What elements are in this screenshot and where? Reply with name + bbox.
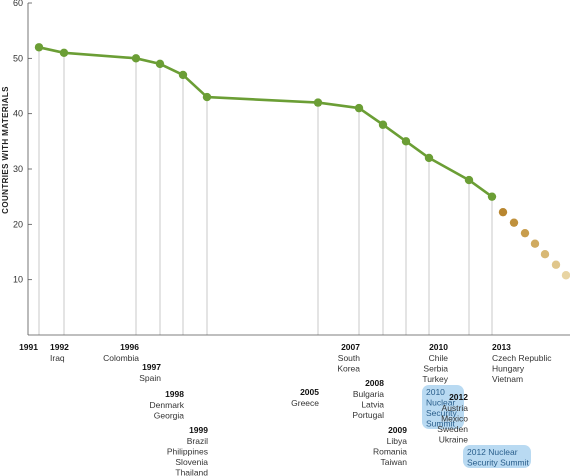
country-label: Vietnam	[492, 374, 523, 384]
summit-box	[422, 385, 464, 429]
data-point	[424, 153, 434, 163]
projection-point	[540, 250, 550, 259]
year-label: 2013	[492, 342, 511, 352]
country-label: Georgia	[154, 411, 185, 421]
country-label: Denmark	[150, 400, 185, 410]
country-label: Mexico	[441, 414, 468, 424]
y-tick-label: 40	[13, 109, 23, 119]
projection-point	[551, 260, 561, 269]
data-point	[313, 98, 323, 107]
projection-point	[498, 207, 508, 217]
year-label: 2007	[341, 342, 360, 352]
country-label: Libya	[387, 436, 408, 446]
year-label: 1992	[50, 342, 69, 352]
country-label: Iraq	[50, 353, 65, 363]
year-label: 1997	[142, 362, 161, 372]
country-label: Chile	[429, 353, 449, 363]
projection-point	[561, 271, 570, 280]
projection-point	[509, 218, 519, 227]
summit-label: Security	[426, 408, 457, 418]
year-label: 2005	[300, 387, 319, 397]
year-label: 2009	[388, 425, 407, 435]
country-label: Colombia	[103, 353, 139, 363]
country-label: Ukraine	[439, 435, 469, 445]
year-label: 2008	[365, 378, 384, 388]
data-point	[354, 103, 364, 113]
country-label: Serbia	[423, 364, 448, 374]
year-label: 1996	[120, 342, 139, 352]
data-point	[202, 92, 212, 102]
summit-label: Summit	[426, 419, 455, 429]
summit-label: 2012 Nuclear	[467, 447, 518, 457]
summit-label: Nuclear	[426, 398, 455, 408]
year-label: 1999	[189, 425, 208, 435]
summit-box	[463, 445, 531, 468]
year-label: 2010	[429, 342, 448, 352]
data-point	[131, 54, 141, 63]
data-point	[401, 137, 411, 146]
data-point	[59, 48, 69, 57]
y-tick-label: 60	[13, 0, 23, 8]
country-label: Spain	[139, 373, 161, 383]
year-label: 1998	[165, 389, 184, 399]
year-label: 1991	[19, 342, 38, 352]
data-point	[155, 59, 165, 69]
country-label: Romania	[373, 447, 407, 457]
country-label: Austria	[442, 403, 469, 413]
y-axis-label: COUNTRIES WITH MATERIALS	[1, 86, 10, 214]
data-point	[464, 175, 474, 185]
data-point	[178, 70, 188, 80]
country-label: Greece	[291, 398, 319, 408]
summit-label: 2010	[426, 387, 445, 397]
country-label: Bulgaria	[353, 389, 384, 399]
country-label: Czech Republic	[492, 353, 552, 363]
y-tick-label: 10	[13, 275, 23, 285]
country-label: Hungary	[492, 364, 525, 374]
series-line	[38, 46, 493, 198]
country-label: Korea	[337, 364, 360, 374]
summit-label: Security Summit	[467, 458, 530, 468]
country-label: Philippines	[167, 447, 208, 457]
data-point	[34, 43, 44, 52]
country-label: Portugal	[352, 410, 384, 420]
data-point	[487, 192, 497, 201]
country-label: South	[338, 353, 360, 363]
country-label: Thailand	[175, 468, 208, 476]
projection-point	[530, 239, 540, 248]
data-point	[378, 120, 388, 129]
country-label: Sweden	[437, 424, 468, 434]
projection-point	[520, 228, 530, 238]
y-tick-label: 30	[13, 164, 23, 174]
year-label: 2012	[449, 392, 468, 402]
country-label: Brazil	[187, 436, 208, 446]
y-tick-label: 20	[13, 219, 23, 229]
country-label: Latvia	[361, 400, 384, 410]
country-label: Slovenia	[175, 457, 208, 467]
country-label: Taiwan	[381, 457, 408, 467]
y-tick-label: 50	[13, 53, 23, 63]
country-label: Turkey	[422, 374, 448, 384]
